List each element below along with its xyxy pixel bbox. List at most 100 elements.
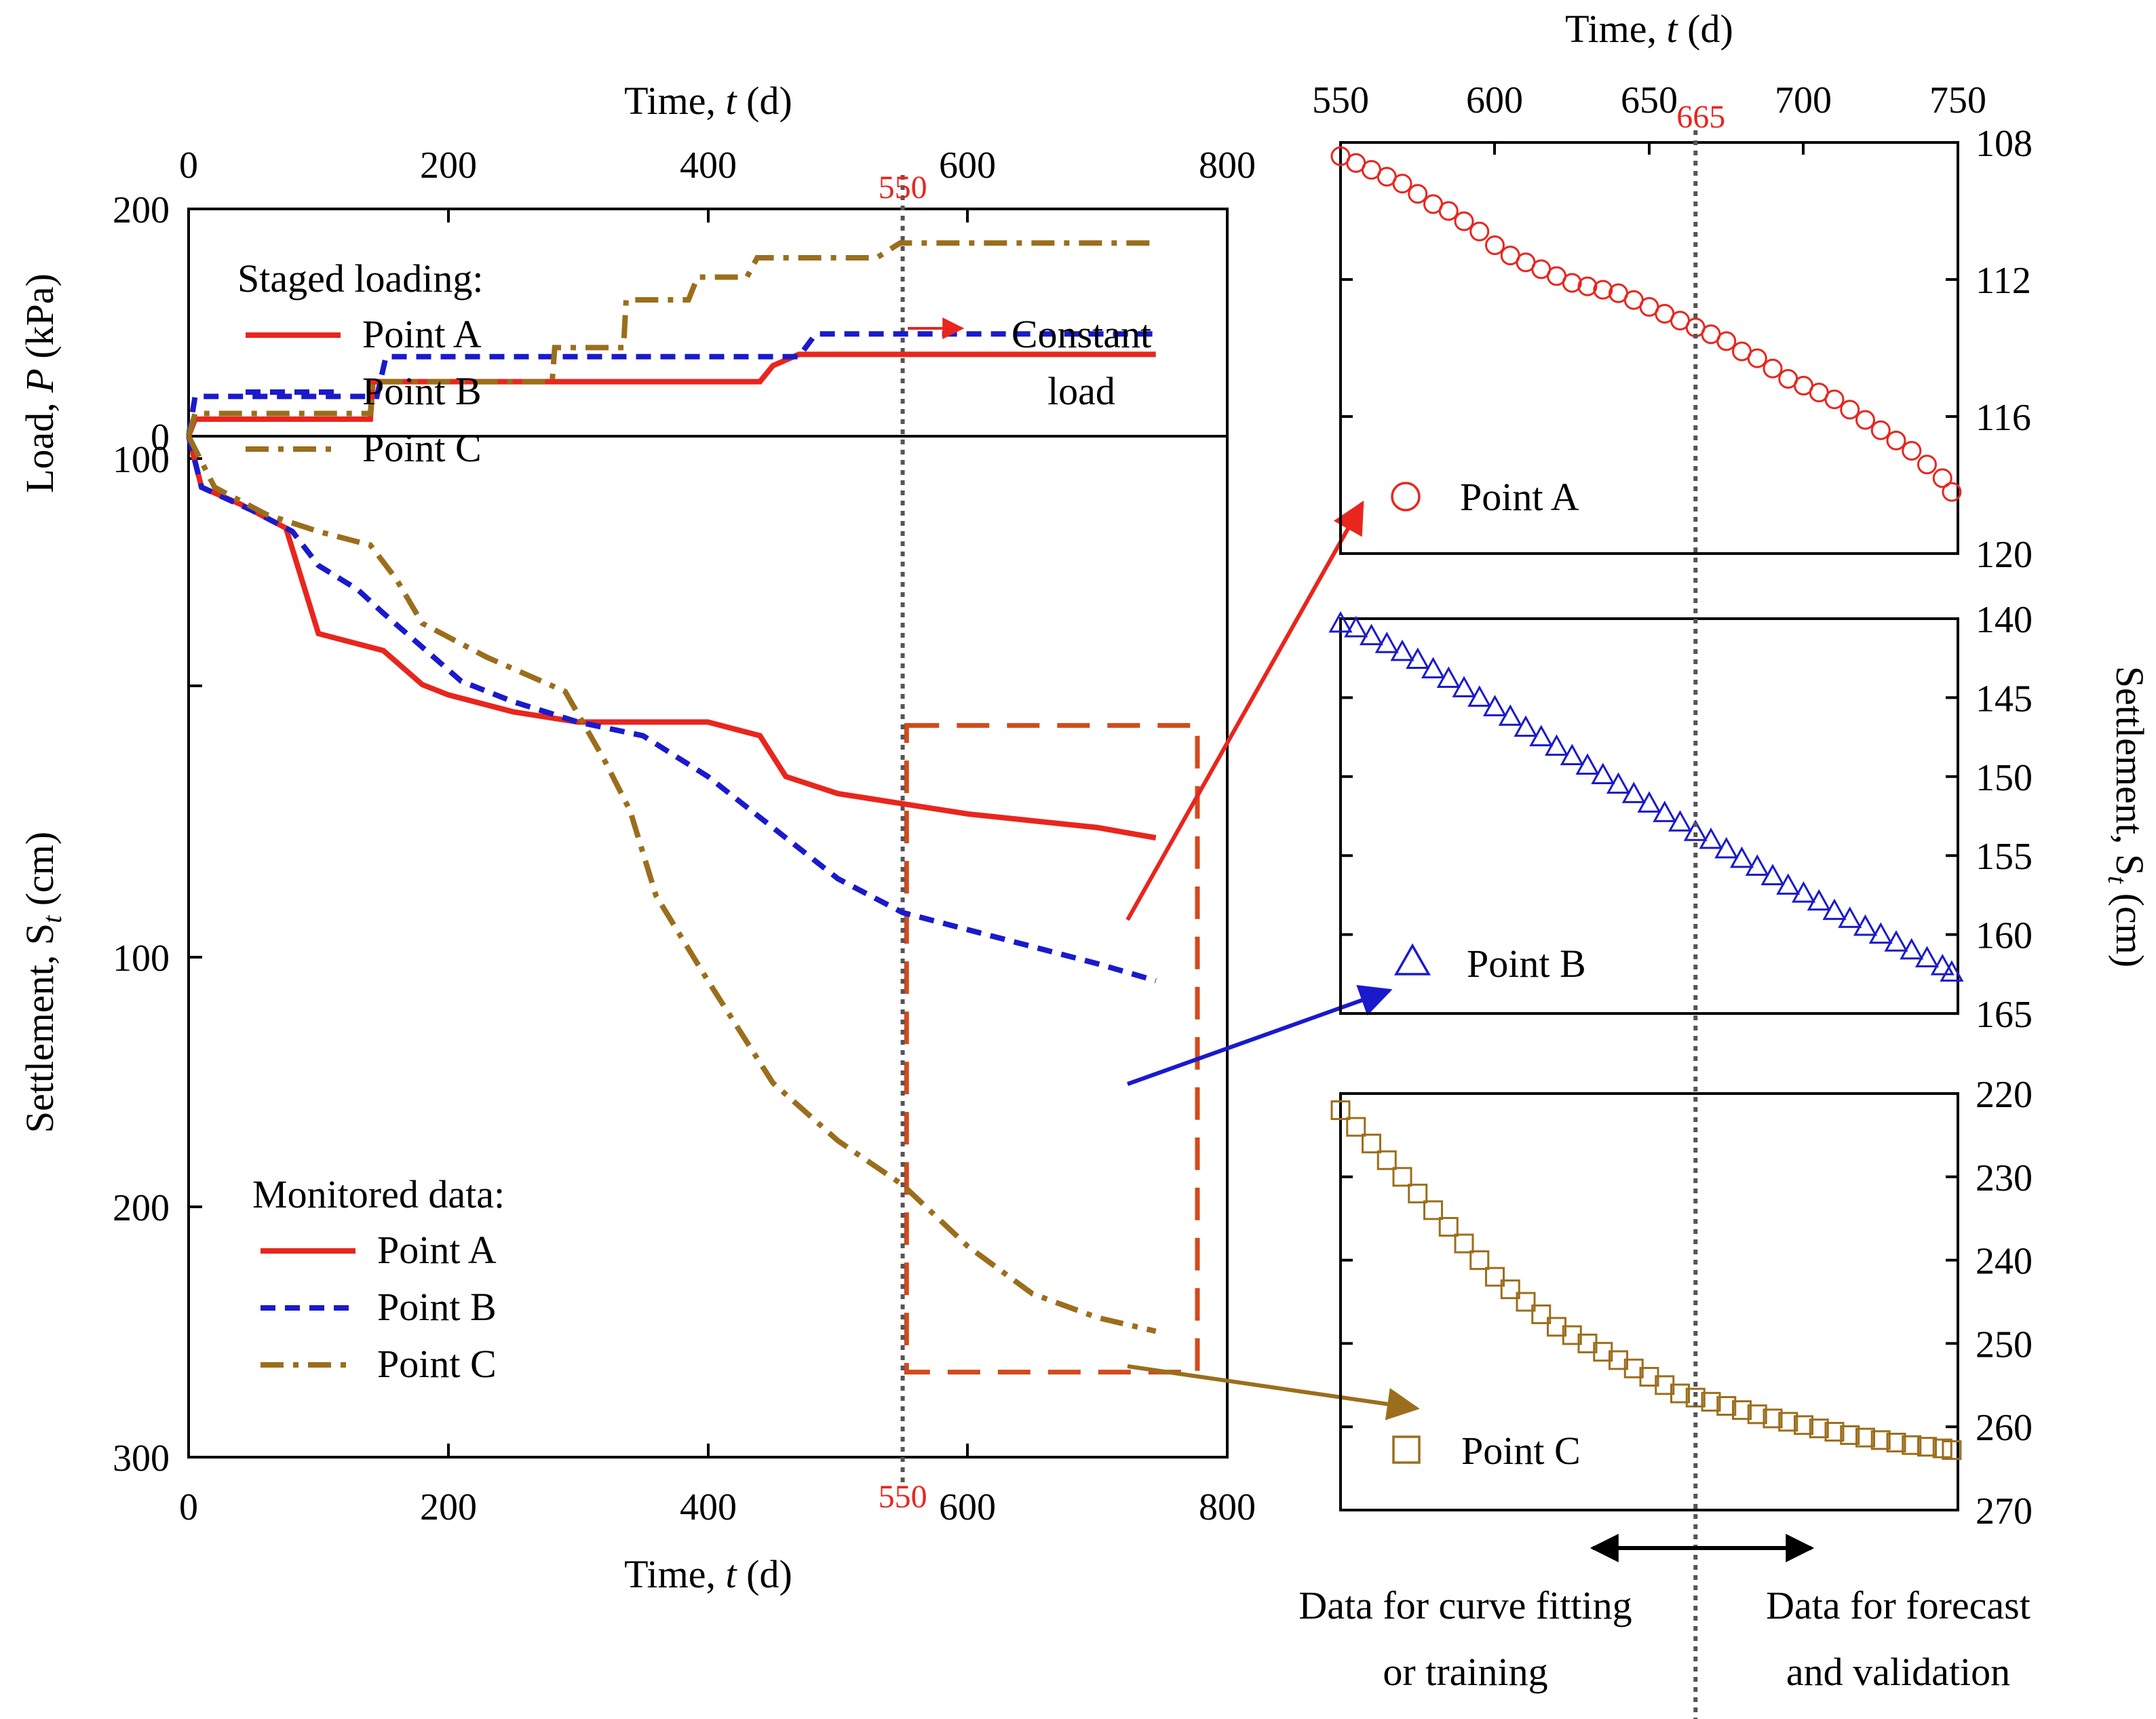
data-point-marker (1328, 611, 1353, 633)
data-point-marker (1716, 1396, 1737, 1416)
data-point-marker (1469, 221, 1490, 242)
data-point-marker (1902, 441, 1922, 461)
top-x-tick-label: 200 (420, 144, 477, 187)
panel-a-legend-label: Point A (1460, 475, 1579, 519)
cutoff-label-665: 665 (1676, 99, 1725, 135)
panel-y-tick-label: 145 (1976, 678, 2033, 720)
settlement-y-tick-label: 200 (113, 1187, 170, 1229)
data-point-marker (1794, 1415, 1813, 1435)
data-point-marker (1732, 1400, 1752, 1421)
top-x-tick-label: 400 (680, 144, 737, 187)
panel-x-axis-title: Time, t (d) (1565, 7, 1733, 51)
panel-top-x-tick-labels: 550 600 650 700 750 (1312, 79, 1986, 121)
data-point-marker (1942, 1440, 1962, 1461)
connector-arrow-point-a (1125, 500, 1364, 921)
data-point-marker (1940, 960, 1964, 982)
settlement-y-axis-title: Settlement, St (cm) (18, 832, 67, 1133)
panel-y-tick-label: 108 (1976, 123, 2033, 165)
load-series-point-c (186, 240, 1156, 438)
panel-y-tick-label: 240 (1976, 1241, 2033, 1283)
panel-y-tick-label: 155 (1976, 836, 2033, 878)
data-point-marker (1917, 1437, 1937, 1457)
panel-c-legend-marker (1392, 1435, 1421, 1464)
legend-label: Point C (362, 426, 482, 470)
data-point-marker (1498, 704, 1522, 726)
legend-label: Point A (362, 312, 482, 356)
top-x-ticks (187, 209, 1229, 223)
data-point-marker (1406, 647, 1430, 670)
data-point-marker (1763, 358, 1783, 379)
data-point-marker (1868, 922, 1893, 944)
data-point-marker (1359, 623, 1384, 646)
panel-b-markers (1328, 611, 1964, 982)
legend-label: Point B (377, 1285, 497, 1329)
data-point-marker (1482, 695, 1507, 716)
highlight-box (904, 722, 1200, 1375)
panel-x-tick-label: 700 (1775, 79, 1832, 121)
data-point-marker (1745, 854, 1769, 876)
legend-label: Point C (377, 1342, 497, 1386)
panel-c-legend-label: Point C (1461, 1429, 1581, 1473)
panel-y-tick-label: 116 (1976, 397, 2031, 439)
data-point-marker (1747, 348, 1767, 368)
data-point-marker (1454, 1233, 1474, 1254)
data-point-marker (1330, 1100, 1351, 1121)
data-point-marker (1606, 772, 1631, 794)
legend-staged-loading: Staged loading: Point A Point B Point C (237, 256, 483, 470)
panel-y-tick-label: 120 (1976, 534, 2033, 576)
top-x-tick-labels: 0 200 400 600 800 (179, 144, 1256, 187)
data-point-marker (1562, 273, 1582, 293)
panel-a-frame (1339, 141, 1959, 555)
panel-y-tick-label: 165 (1976, 994, 2033, 1036)
settlement-y-tick-label: 100 (113, 938, 170, 980)
constant-load-label-line1: Constant (1012, 312, 1151, 356)
top-x-tick-label: 800 (1199, 144, 1256, 187)
panel-y-tick-label: 250 (1976, 1324, 2033, 1366)
bottom-x-tick-labels: 0 200 400 600 800 (179, 1486, 1256, 1528)
data-point-marker (1500, 1279, 1520, 1300)
zero-y-tick-label: 0 (151, 417, 170, 459)
constant-load-label-line2: load (1047, 369, 1115, 413)
panel-a-y-ticks: 108 112 116 120 (1341, 123, 2033, 576)
panel-y-tick-label: 140 (1976, 599, 2033, 641)
settlement-series-point-b (186, 436, 1157, 984)
panel-y-tick-label: 220 (1976, 1074, 2033, 1116)
legend-label: Point A (377, 1228, 497, 1272)
bottom-x-tick-label: 400 (680, 1486, 737, 1528)
data-point-marker (1900, 938, 1924, 960)
data-point-marker (1855, 410, 1875, 430)
bottom-x-tick-label: 600 (939, 1486, 996, 1528)
data-point-marker (1683, 819, 1708, 841)
cutoff-label-top: 550 (879, 170, 927, 206)
panel-x-tick-label: 750 (1929, 79, 1986, 121)
data-point-marker (1840, 400, 1860, 420)
data-point-marker (1591, 762, 1615, 784)
panel-c-frame (1339, 1092, 1959, 1511)
data-point-marker (1392, 1167, 1412, 1187)
data-point-marker (1853, 914, 1878, 936)
panel-a-markers (1330, 146, 1962, 502)
data-point-marker (1763, 1408, 1783, 1429)
panel-y-tick-label: 150 (1976, 757, 2033, 799)
data-point-marker (1531, 1304, 1552, 1324)
data-point-marker (1824, 389, 1845, 410)
panel-c-markers (1330, 1100, 1962, 1461)
data-point-marker (1902, 1435, 1922, 1455)
data-point-marker (1714, 836, 1739, 859)
panel-b-y-ticks: 140 145 150 155 160 165 (1341, 599, 2033, 1036)
bottom-x-tick-label: 200 (420, 1486, 477, 1528)
panel-b-legend-label: Point B (1467, 942, 1586, 986)
data-point-marker (1822, 898, 1847, 921)
data-point-marker (1791, 881, 1816, 903)
settlement-series-point-c (186, 435, 1157, 1334)
data-point-marker (1942, 482, 1962, 502)
data-point-marker (1560, 743, 1584, 766)
data-point-marker (1653, 800, 1677, 822)
top-x-axis-title: Time, t (d) (624, 79, 792, 123)
data-point-marker (1870, 1430, 1891, 1450)
data-point-marker (1485, 235, 1505, 255)
bottom-x-tick-label: 800 (1199, 1486, 1256, 1528)
data-point-marker (1809, 1418, 1829, 1439)
data-point-marker (1729, 846, 1754, 868)
panel-a-legend-marker (1391, 482, 1421, 511)
